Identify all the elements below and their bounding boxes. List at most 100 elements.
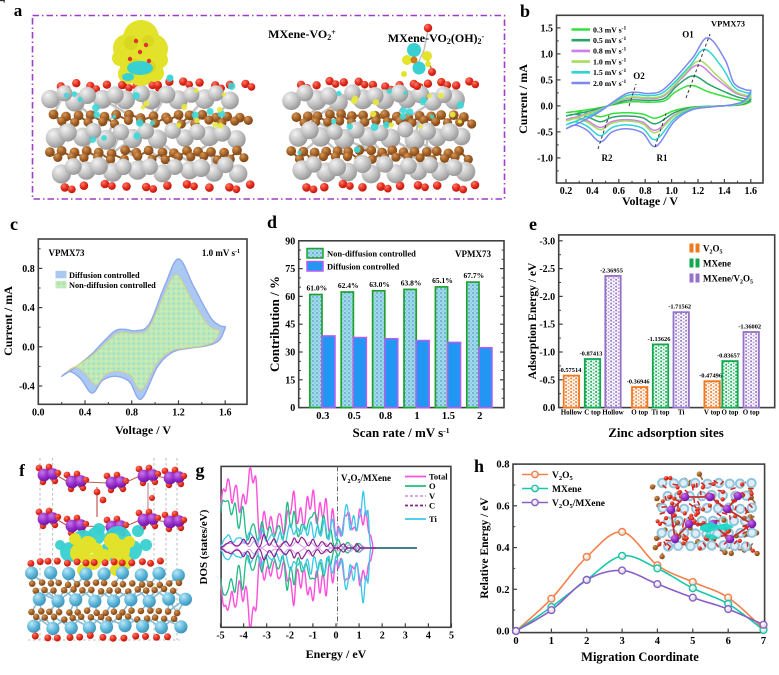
svg-text:2.0 mV s-1: 2.0 mV s-1 [593,79,627,88]
svg-text:4: 4 [655,636,661,647]
svg-text:VPMX73: VPMX73 [455,249,491,259]
svg-text:O2: O2 [633,71,645,81]
svg-text:0.8 mV s-1: 0.8 mV s-1 [593,47,627,56]
svg-text:65.1%: 65.1% [432,276,453,285]
svg-text:-2: -2 [286,631,294,642]
svg-text:15: 15 [285,375,295,386]
svg-text:0: 0 [290,403,295,414]
svg-text:Ti: Ti [429,514,438,524]
svg-text:-1.71562: -1.71562 [668,304,691,311]
svg-text:0.4: 0.4 [496,543,510,554]
svg-text:-0.83657: -0.83657 [717,353,741,360]
svg-text:67.7%: 67.7% [463,271,484,280]
svg-text:V2O5: V2O5 [552,471,574,482]
svg-text:-2.36955: -2.36955 [600,267,623,274]
svg-text:Current / mA: Current / mA [1,286,15,356]
svg-text:0.2: 0.2 [560,186,573,197]
svg-text:0.2: 0.2 [496,585,509,596]
svg-text:0.0: 0.0 [541,101,554,112]
svg-text:-1.36002: -1.36002 [738,324,761,331]
svg-text:0.5: 0.5 [541,75,554,86]
svg-text:b: b [520,1,530,21]
svg-text:1.5: 1.5 [442,411,455,422]
svg-text:0.3: 0.3 [316,411,329,422]
svg-text:1: 1 [549,636,554,647]
svg-text:Voltage / V: Voltage / V [622,194,678,208]
svg-text:Ti: Ti [678,409,685,417]
svg-text:1.6: 1.6 [745,186,758,197]
svg-text:Scan rate / mV s-1: Scan rate / mV s-1 [352,425,449,440]
svg-text:3: 3 [619,636,624,647]
svg-text:V2O5/MXene: V2O5/MXene [552,499,605,510]
svg-text:1.6: 1.6 [219,408,232,419]
svg-text:-0.87413: -0.87413 [580,351,603,358]
svg-text:0.8: 0.8 [125,408,138,419]
svg-text:7: 7 [761,636,766,647]
svg-text:R1: R1 [657,153,668,163]
svg-text:0: 0 [513,636,518,647]
svg-text:0.0: 0.0 [32,408,45,419]
svg-text:1.0 mV s-1: 1.0 mV s-1 [593,57,627,66]
svg-text:-0.36946: -0.36946 [627,379,651,386]
svg-text:O top: O top [722,409,739,417]
svg-text:Relative Energy / eV: Relative Energy / eV [479,497,491,599]
svg-text:1: 1 [357,631,362,642]
svg-text:R2: R2 [602,153,613,163]
svg-text:-1: -1 [309,631,317,642]
svg-text:2: 2 [584,636,589,647]
svg-text:-1.13626: -1.13626 [648,336,672,343]
svg-text:1.0 mV s-1: 1.0 mV s-1 [202,248,240,258]
svg-text:5: 5 [690,636,695,647]
svg-text:61.0%: 61.0% [306,284,327,293]
svg-text:O: O [429,481,436,491]
svg-text:30: 30 [285,348,295,359]
svg-text:Voltage / V: Voltage / V [115,423,171,437]
svg-text:f: f [19,461,25,480]
svg-text:Hollow: Hollow [561,409,583,417]
svg-text:1.2: 1.2 [172,408,185,419]
svg-text:2: 2 [477,411,482,422]
svg-text:Diffusion controlled: Diffusion controlled [69,271,140,280]
svg-text:-0.4: -0.4 [19,382,35,393]
svg-text:-1.5: -1.5 [539,320,555,331]
svg-text:-0.5: -0.5 [539,375,555,386]
svg-text:g: g [196,460,205,480]
svg-text:V2O5: V2O5 [703,244,723,256]
svg-text:0.8: 0.8 [496,460,509,471]
svg-text:c: c [10,214,18,234]
svg-text:1.0: 1.0 [541,49,554,60]
svg-text:0.3 mV s-1: 0.3 mV s-1 [593,25,627,34]
svg-text:-3.0: -3.0 [539,236,555,247]
svg-text:-0.47496: -0.47496 [699,373,723,380]
svg-text:90: 90 [285,236,295,247]
svg-text:-1.0: -1.0 [539,348,555,359]
svg-text:6: 6 [726,636,731,647]
svg-text:-5: -5 [216,631,224,642]
svg-text:Adsorption Energy / eV: Adsorption Energy / eV [527,262,539,379]
svg-text:0.5 mV s-1: 0.5 mV s-1 [593,36,627,45]
svg-text:DOS (states/eV): DOS (states/eV) [198,509,210,584]
svg-text:1.2: 1.2 [692,186,705,197]
svg-text:45: 45 [285,320,295,331]
svg-text:Energy / eV: Energy / eV [306,647,367,661]
svg-text:Zinc adsorption sites: Zinc adsorption sites [608,425,724,440]
svg-text:0.5: 0.5 [348,411,361,422]
svg-text:63.0%: 63.0% [369,280,390,289]
svg-text:d: d [267,212,277,232]
svg-text:1.0: 1.0 [665,186,678,197]
svg-text:Total: Total [429,472,448,482]
svg-text:0.6: 0.6 [496,501,509,512]
svg-text:O top: O top [743,409,760,417]
svg-text:V top: V top [704,409,721,417]
svg-text:Hollow: Hollow [602,409,624,417]
svg-text:0.8: 0.8 [639,186,652,197]
svg-text:MXene-VO2+: MXene-VO2+ [268,27,336,42]
svg-text:-0.5: -0.5 [537,127,553,138]
svg-text:0: 0 [334,631,339,642]
svg-text:-3: -3 [263,631,271,642]
svg-text:5: 5 [449,631,454,642]
svg-text:-0.57514: -0.57514 [558,367,582,374]
svg-text:0.8: 0.8 [22,264,35,275]
svg-text:C top: C top [584,409,601,417]
svg-text:e: e [529,214,537,234]
